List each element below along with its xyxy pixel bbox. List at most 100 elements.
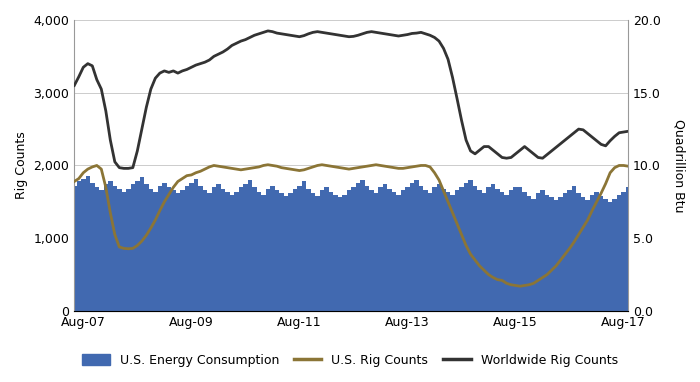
Bar bbox=[185, 186, 189, 311]
Bar bbox=[387, 189, 392, 311]
Bar bbox=[279, 193, 284, 311]
Bar bbox=[293, 189, 297, 311]
Bar bbox=[234, 192, 239, 311]
Bar bbox=[99, 190, 104, 311]
Bar bbox=[216, 185, 221, 311]
Bar bbox=[324, 187, 329, 311]
Bar bbox=[257, 192, 261, 311]
Bar bbox=[230, 194, 234, 311]
Bar bbox=[284, 196, 288, 311]
Bar bbox=[581, 197, 585, 311]
Bar bbox=[405, 187, 409, 311]
Bar bbox=[491, 185, 496, 311]
Bar bbox=[468, 180, 472, 311]
Bar bbox=[486, 187, 491, 311]
Bar bbox=[94, 187, 99, 311]
Bar bbox=[504, 194, 509, 311]
Bar bbox=[428, 193, 433, 311]
Bar bbox=[518, 187, 522, 311]
Bar bbox=[455, 190, 459, 311]
Bar bbox=[612, 199, 617, 311]
Bar bbox=[248, 180, 252, 311]
Bar bbox=[211, 187, 216, 311]
Bar bbox=[410, 183, 414, 311]
Bar bbox=[162, 183, 167, 311]
Bar bbox=[509, 190, 513, 311]
Bar bbox=[419, 186, 423, 311]
Bar bbox=[180, 190, 185, 311]
Bar bbox=[496, 189, 500, 311]
Bar bbox=[81, 178, 85, 311]
Bar bbox=[90, 183, 94, 311]
Bar bbox=[315, 196, 320, 311]
Bar bbox=[329, 192, 333, 311]
Bar bbox=[437, 185, 441, 311]
Bar bbox=[104, 185, 108, 311]
Bar bbox=[298, 186, 302, 311]
Bar bbox=[207, 193, 211, 311]
Bar bbox=[477, 190, 482, 311]
Bar bbox=[266, 189, 270, 311]
Bar bbox=[158, 186, 162, 311]
Bar bbox=[337, 197, 342, 311]
Bar bbox=[576, 193, 581, 311]
Legend: U.S. Energy Consumption, U.S. Rig Counts, Worldwide Rig Counts: U.S. Energy Consumption, U.S. Rig Counts… bbox=[77, 349, 623, 372]
Bar bbox=[85, 176, 90, 311]
Bar bbox=[414, 180, 419, 311]
Bar bbox=[590, 194, 594, 311]
Bar bbox=[139, 177, 144, 311]
Bar bbox=[342, 194, 346, 311]
Bar bbox=[171, 190, 176, 311]
Bar bbox=[568, 190, 572, 311]
Bar bbox=[122, 192, 126, 311]
Bar bbox=[126, 189, 131, 311]
Bar bbox=[441, 189, 446, 311]
Bar bbox=[563, 193, 568, 311]
Bar bbox=[527, 196, 531, 311]
Bar bbox=[392, 192, 396, 311]
Bar bbox=[433, 187, 437, 311]
Bar bbox=[320, 190, 324, 311]
Bar bbox=[550, 197, 554, 311]
Bar bbox=[369, 190, 374, 311]
Bar bbox=[594, 192, 599, 311]
Bar bbox=[622, 192, 626, 311]
Bar bbox=[131, 185, 135, 311]
Bar bbox=[148, 189, 153, 311]
Bar bbox=[540, 190, 545, 311]
Bar bbox=[599, 196, 603, 311]
Bar bbox=[617, 194, 622, 311]
Bar bbox=[167, 187, 171, 311]
Bar bbox=[144, 185, 148, 311]
Y-axis label: Rig Counts: Rig Counts bbox=[15, 131, 28, 199]
Bar bbox=[189, 183, 194, 311]
Bar bbox=[220, 189, 225, 311]
Bar bbox=[464, 183, 468, 311]
Bar bbox=[585, 201, 590, 311]
Bar bbox=[365, 186, 369, 311]
Bar bbox=[239, 187, 243, 311]
Bar bbox=[351, 187, 356, 311]
Bar bbox=[252, 187, 257, 311]
Bar bbox=[559, 197, 563, 311]
Bar bbox=[72, 186, 76, 311]
Bar bbox=[333, 194, 337, 311]
Bar bbox=[311, 193, 315, 311]
Bar bbox=[603, 199, 608, 311]
Bar bbox=[76, 181, 81, 311]
Bar bbox=[383, 185, 387, 311]
Bar bbox=[396, 194, 401, 311]
Bar bbox=[522, 192, 527, 311]
Bar bbox=[554, 201, 559, 311]
Bar bbox=[306, 189, 311, 311]
Bar bbox=[378, 187, 383, 311]
Bar bbox=[500, 192, 504, 311]
Bar bbox=[113, 186, 117, 311]
Bar bbox=[545, 194, 550, 311]
Bar bbox=[225, 192, 230, 311]
Bar bbox=[450, 194, 455, 311]
Bar bbox=[482, 193, 486, 311]
Bar bbox=[153, 192, 158, 311]
Bar bbox=[374, 193, 378, 311]
Bar bbox=[270, 186, 274, 311]
